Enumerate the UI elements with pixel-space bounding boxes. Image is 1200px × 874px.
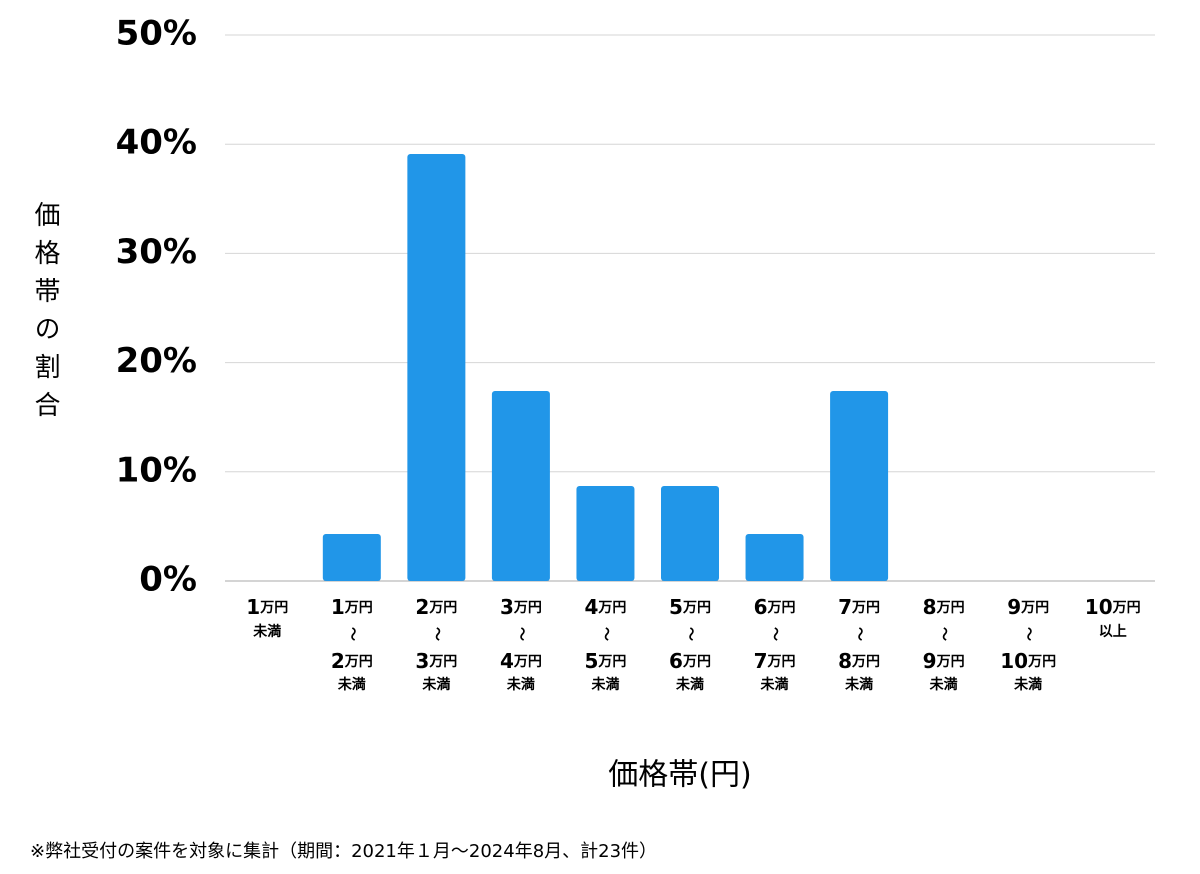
x-tick-label: 4万円 xyxy=(584,595,626,619)
x-tick-label: 〜 xyxy=(682,627,698,641)
x-tick-label: 未満 xyxy=(591,676,619,693)
y-tick-label: 10% xyxy=(116,450,197,490)
x-tick-label: 1万円 xyxy=(331,595,373,619)
x-tick-label: 未満 xyxy=(253,623,281,640)
bar xyxy=(830,390,889,581)
x-tick-label: 10万円 xyxy=(1000,649,1056,673)
x-tick-label: 2万円 xyxy=(415,595,457,619)
x-tick-label: 〜 xyxy=(513,627,529,641)
x-tick-label: 8万円 xyxy=(923,595,965,619)
x-tick-label: 10万円 xyxy=(1085,595,1141,619)
x-tick-label: 7万円 xyxy=(838,595,880,619)
x-tick-label: 5万円 xyxy=(669,595,711,619)
x-tick-label: 3万円 xyxy=(500,595,542,619)
x-tick-label: 〜 xyxy=(597,627,613,641)
x-tick-label: 6万円 xyxy=(669,649,711,673)
bar xyxy=(322,534,381,581)
footnote: ※弊社受付の案件を対象に集計（期間：2021年１月〜2024年8月、計23件） xyxy=(30,841,657,862)
x-tick-label: 9万円 xyxy=(923,649,965,673)
x-tick-label: 3万円 xyxy=(415,649,457,673)
x-tick-label: 4万円 xyxy=(500,649,542,673)
bar xyxy=(745,534,804,581)
x-tick-label: 9万円 xyxy=(1007,595,1049,619)
x-tick-label: 〜 xyxy=(767,627,783,641)
x-tick-label: 〜 xyxy=(1020,627,1036,641)
y-tick-label: 20% xyxy=(116,341,197,381)
x-tick-label: 5万円 xyxy=(584,649,626,673)
y-tick-label: 0% xyxy=(139,560,197,600)
x-tick-label: 8万円 xyxy=(838,649,880,673)
x-tick-label: 〜 xyxy=(936,627,952,641)
bar xyxy=(407,154,466,581)
x-tick-label: 以上 xyxy=(1099,624,1127,640)
x-axis-title: 価格帯(円) xyxy=(608,758,751,793)
bar xyxy=(661,485,719,581)
y-tick-label: 50% xyxy=(116,14,197,54)
x-tick-label: 未満 xyxy=(761,676,789,693)
x-tick-label: 未満 xyxy=(338,676,366,693)
x-tick-label: 2万円 xyxy=(331,649,373,673)
x-tick-label: 未満 xyxy=(930,676,958,693)
x-tick-label: 未満 xyxy=(845,676,873,693)
bar xyxy=(576,485,635,581)
x-tick-label: 未満 xyxy=(1014,676,1042,693)
x-tick-label: 6万円 xyxy=(754,595,796,619)
x-tick-label: 〜 xyxy=(428,627,444,641)
bar xyxy=(491,390,550,581)
y-tick-label: 30% xyxy=(116,232,197,272)
x-tick-label: 未満 xyxy=(422,676,450,693)
x-tick-label: 未満 xyxy=(676,676,704,693)
x-tick-label: 7万円 xyxy=(754,649,796,673)
y-axis-title: 価格帯の割合 xyxy=(30,201,60,429)
x-tick-label: 〜 xyxy=(344,627,360,641)
x-tick-label: 未満 xyxy=(507,676,535,693)
x-tick-label: 〜 xyxy=(851,627,867,641)
y-tick-label: 40% xyxy=(116,123,197,163)
x-tick-label: 1万円 xyxy=(246,595,288,619)
